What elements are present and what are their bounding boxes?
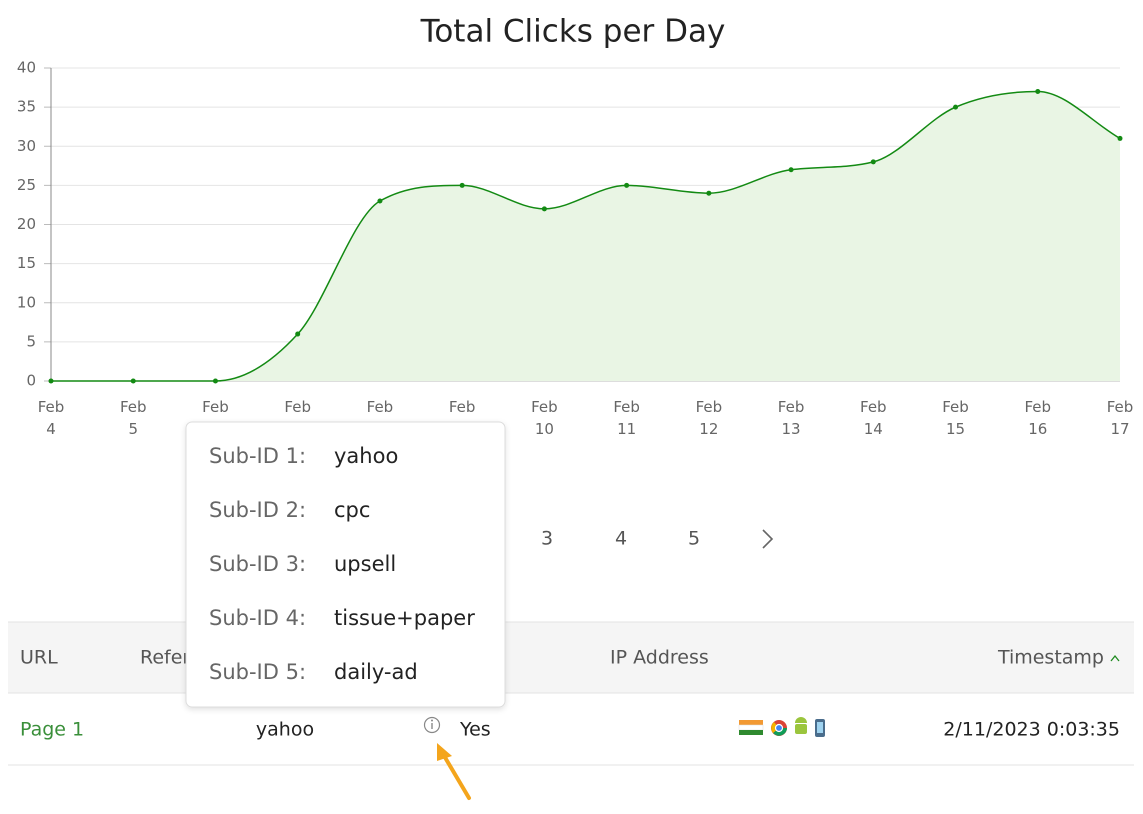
tooltip-value: yahoo [334,444,398,468]
tooltip: Sub-ID 1: yahoo Sub-ID 2: cpc Sub-ID 3: … [185,421,506,708]
info-icon[interactable] [423,716,441,734]
point [212,378,218,384]
pagination: 3 4 5 [541,528,774,550]
y-tick-label: 40 [17,59,36,77]
y-tick-label: 35 [17,98,36,116]
point [953,104,959,110]
device-icons [738,717,825,737]
x-tick-label: Feb 16 [1024,398,1051,438]
chart-title: Total Clicks per Day [420,14,726,50]
point [1035,88,1041,94]
column-header[interactable]: URL [20,647,58,669]
point [541,206,547,212]
x-tick-label: Feb 15 [942,398,969,438]
table: URL Referrer IP Address Timestamp Page 1… [8,621,1134,766]
y-tick-label: 15 [17,254,36,272]
y-tick-label: 20 [17,215,36,233]
cell: 2/11/2023 0:03:35 [943,719,1120,741]
column-header[interactable]: Timestamp [997,647,1104,669]
page-link[interactable]: 3 [541,528,553,550]
sort-icon[interactable] [1110,654,1120,662]
tooltip-value: upsell [334,552,396,576]
cell: yahoo [256,719,314,741]
chart: Total Clicks per Day 0 5 10 15 20 25 30 35 40 Feb… [17,14,1133,438]
x-tick-label: Feb 13 [778,398,805,438]
point [870,159,876,165]
point [377,198,383,204]
tooltip-value: tissue+paper [334,606,475,630]
annotation-arrow [437,743,471,800]
point [706,190,712,196]
point [624,182,630,188]
x-tick-label: Feb 12 [696,398,723,438]
tooltip-value: daily-ad [334,660,418,684]
tooltip-box [185,421,506,708]
url-link[interactable]: Page 1 [20,719,84,741]
line [51,90,1121,382]
column-header[interactable]: IP Address [610,647,709,669]
y-tick-label: 25 [17,176,36,194]
y-tick-label: 30 [17,137,36,155]
point [48,378,54,384]
page-link[interactable]: 4 [615,528,627,550]
tooltip-value: cpc [334,498,370,522]
tooltip-label: Sub-ID 3: [209,552,306,576]
page-link[interactable]: 5 [688,528,700,550]
point [788,167,794,173]
point [295,331,301,337]
x-tick-label: Feb 10 [531,398,558,438]
y-tick-label: 5 [26,332,36,350]
x-tick-label: Feb 11 [613,398,640,438]
tooltip-label: Sub-ID 1: [209,444,306,468]
x-tick-label: Feb 4 [38,398,65,438]
tooltip-label: Sub-ID 5: [209,660,306,684]
x-tick-label: Feb 17 [1107,398,1134,438]
tooltip-label: Sub-ID 2: [209,498,306,522]
point [130,378,136,384]
tooltip-label: Sub-ID 4: [209,606,306,630]
y-tick-label: 0 [26,372,36,390]
area [51,91,1120,381]
cell: Yes [459,719,491,741]
x-tick-label: Feb 14 [860,398,887,438]
point [459,182,465,188]
y-tick-label: 10 [17,293,36,311]
next-page[interactable] [762,529,774,549]
point [1117,135,1123,141]
x-tick-label: Feb 5 [120,398,147,438]
